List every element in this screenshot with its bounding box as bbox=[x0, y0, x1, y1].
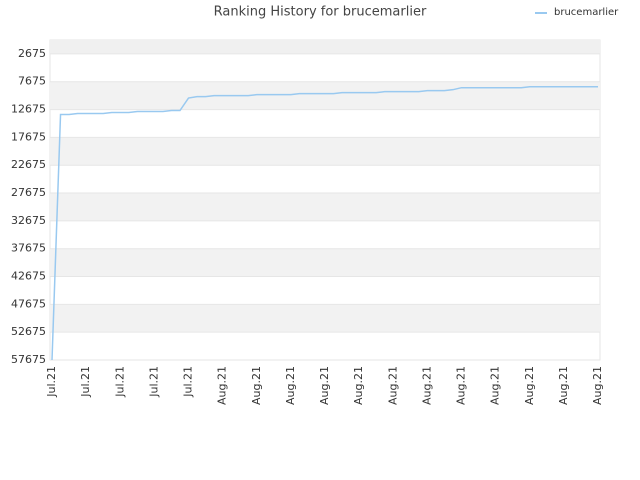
grid-band bbox=[50, 304, 600, 333]
y-tick-label: 42675 bbox=[11, 270, 46, 283]
grid-band bbox=[50, 137, 600, 166]
y-tick-label: 2675 bbox=[18, 47, 46, 60]
x-tick-label: Aug.21 bbox=[352, 366, 365, 405]
x-tick-label: Aug.21 bbox=[557, 366, 570, 405]
x-tick-label: Jul.21 bbox=[182, 366, 195, 398]
grid-band bbox=[50, 40, 600, 54]
grid-band bbox=[50, 81, 600, 110]
x-tick-label: Jul.21 bbox=[79, 366, 92, 398]
grid-band bbox=[50, 193, 600, 221]
y-tick-label: 27675 bbox=[11, 186, 46, 199]
y-tick-label: 47675 bbox=[11, 297, 46, 310]
grid-band bbox=[50, 248, 600, 277]
x-tick-label: Aug.21 bbox=[591, 366, 604, 405]
y-tick-label: 57675 bbox=[11, 353, 46, 366]
y-tick-label: 17675 bbox=[11, 130, 46, 143]
x-tick-label: Aug.21 bbox=[420, 366, 433, 405]
x-tick-label: Jul.21 bbox=[45, 366, 58, 398]
line bbox=[51, 85, 598, 361]
x-tick-label: Aug.21 bbox=[523, 366, 536, 405]
y-tick-label: 7675 bbox=[18, 75, 46, 88]
x-tick-label: Aug.21 bbox=[386, 366, 399, 405]
x-tick-label: Aug.21 bbox=[216, 366, 229, 405]
y-tick-label: 37675 bbox=[11, 242, 46, 255]
x-tick-label: Aug.21 bbox=[489, 366, 502, 405]
x-tick-label: Aug.21 bbox=[455, 366, 468, 405]
legend-label: brucemarlier bbox=[554, 7, 619, 18]
y-tick-label: 32675 bbox=[11, 214, 46, 227]
chart-title: Ranking History for brucemarlier bbox=[214, 5, 427, 20]
x-tick-label: Aug.21 bbox=[284, 366, 297, 405]
y-tick-label: 22675 bbox=[11, 158, 46, 171]
y-tick-label: 12675 bbox=[11, 103, 46, 116]
x-tick-label: Jul.21 bbox=[113, 366, 126, 398]
x-tick-label: Aug.21 bbox=[250, 366, 263, 405]
y-tick-label: 52675 bbox=[11, 325, 46, 338]
x-tick-label: Aug.21 bbox=[318, 366, 331, 405]
x-tick-label: Jul.21 bbox=[147, 366, 160, 398]
